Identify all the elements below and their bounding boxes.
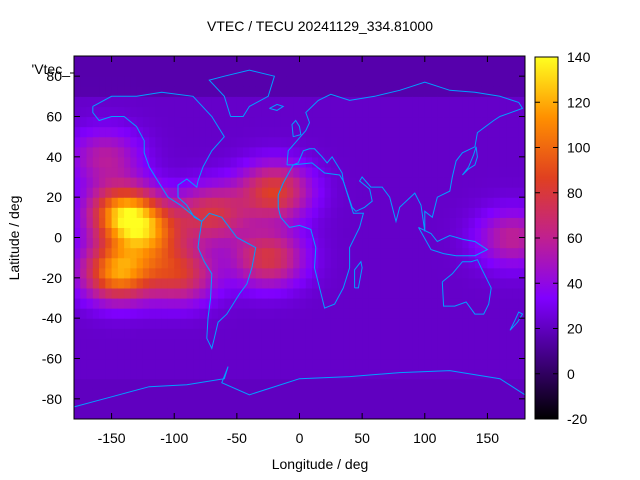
y-tick-label: 20 — [46, 189, 62, 205]
coast-japan — [462, 146, 478, 176]
colorbar-tick-label: 120 — [567, 94, 591, 110]
coast-south-america — [197, 212, 257, 350]
x-tick-label: 50 — [354, 430, 370, 446]
coast-antarctica — [74, 366, 525, 408]
x-tick-label: 0 — [296, 430, 304, 446]
x-tick-label: -50 — [227, 430, 247, 446]
colorbar-tick-label: 20 — [567, 321, 583, 337]
coast-north-america — [92, 91, 225, 222]
coast-greenland — [208, 69, 276, 117]
coast-europe-asia — [286, 81, 524, 232]
colorbar-tick-label: 100 — [567, 140, 591, 156]
coast-africa — [277, 162, 365, 309]
colorbar-ticks: -20 0 20 40 60 80 100 120 140 — [535, 49, 591, 427]
y-tick-label: 40 — [46, 149, 62, 165]
y-tick-label: -60 — [42, 351, 62, 367]
colorbar-tick-label: -20 — [567, 411, 587, 427]
coast-uk — [291, 119, 302, 138]
y-tick-label: 60 — [46, 109, 62, 125]
colorbar-tick-label: 60 — [567, 230, 583, 246]
coast-indonesia — [418, 226, 489, 257]
x-tick-label: -100 — [160, 430, 188, 446]
x-tick-label: 150 — [476, 430, 500, 446]
colorbar-tick-label: 0 — [567, 366, 575, 382]
y-tick-label: 80 — [46, 68, 62, 84]
y-tick-label: -40 — [42, 310, 62, 326]
x-tick-label: -150 — [98, 430, 126, 446]
x-axis-label: Longitude / deg — [271, 456, 369, 472]
y-tick-label: -20 — [42, 270, 62, 286]
y-axis-ticks: -80 -60 -40 -20 0 20 40 60 80 — [42, 68, 525, 407]
coast-madagascar — [354, 260, 363, 289]
colorbar-tick-label: 140 — [567, 49, 591, 65]
coast-new-zealand — [509, 311, 524, 331]
chart-title: VTEC / TECU 20241129_334.81000 — [207, 18, 433, 34]
legend-key-label: 'Vtec_ — [32, 61, 71, 77]
y-tick-label: -80 — [42, 391, 62, 407]
colorbar-tick-label: 40 — [567, 275, 583, 291]
coast-iceland — [269, 103, 285, 111]
y-tick-label: 0 — [54, 230, 62, 246]
x-tick-label: 100 — [413, 430, 437, 446]
coast-australia — [441, 259, 492, 315]
x-axis-ticks: -150 -100 -50 0 50 100 150 — [98, 56, 500, 446]
colorbar-tick-label: 80 — [567, 185, 583, 201]
coastlines — [74, 69, 525, 408]
vtec-heatmap — [74, 56, 525, 419]
